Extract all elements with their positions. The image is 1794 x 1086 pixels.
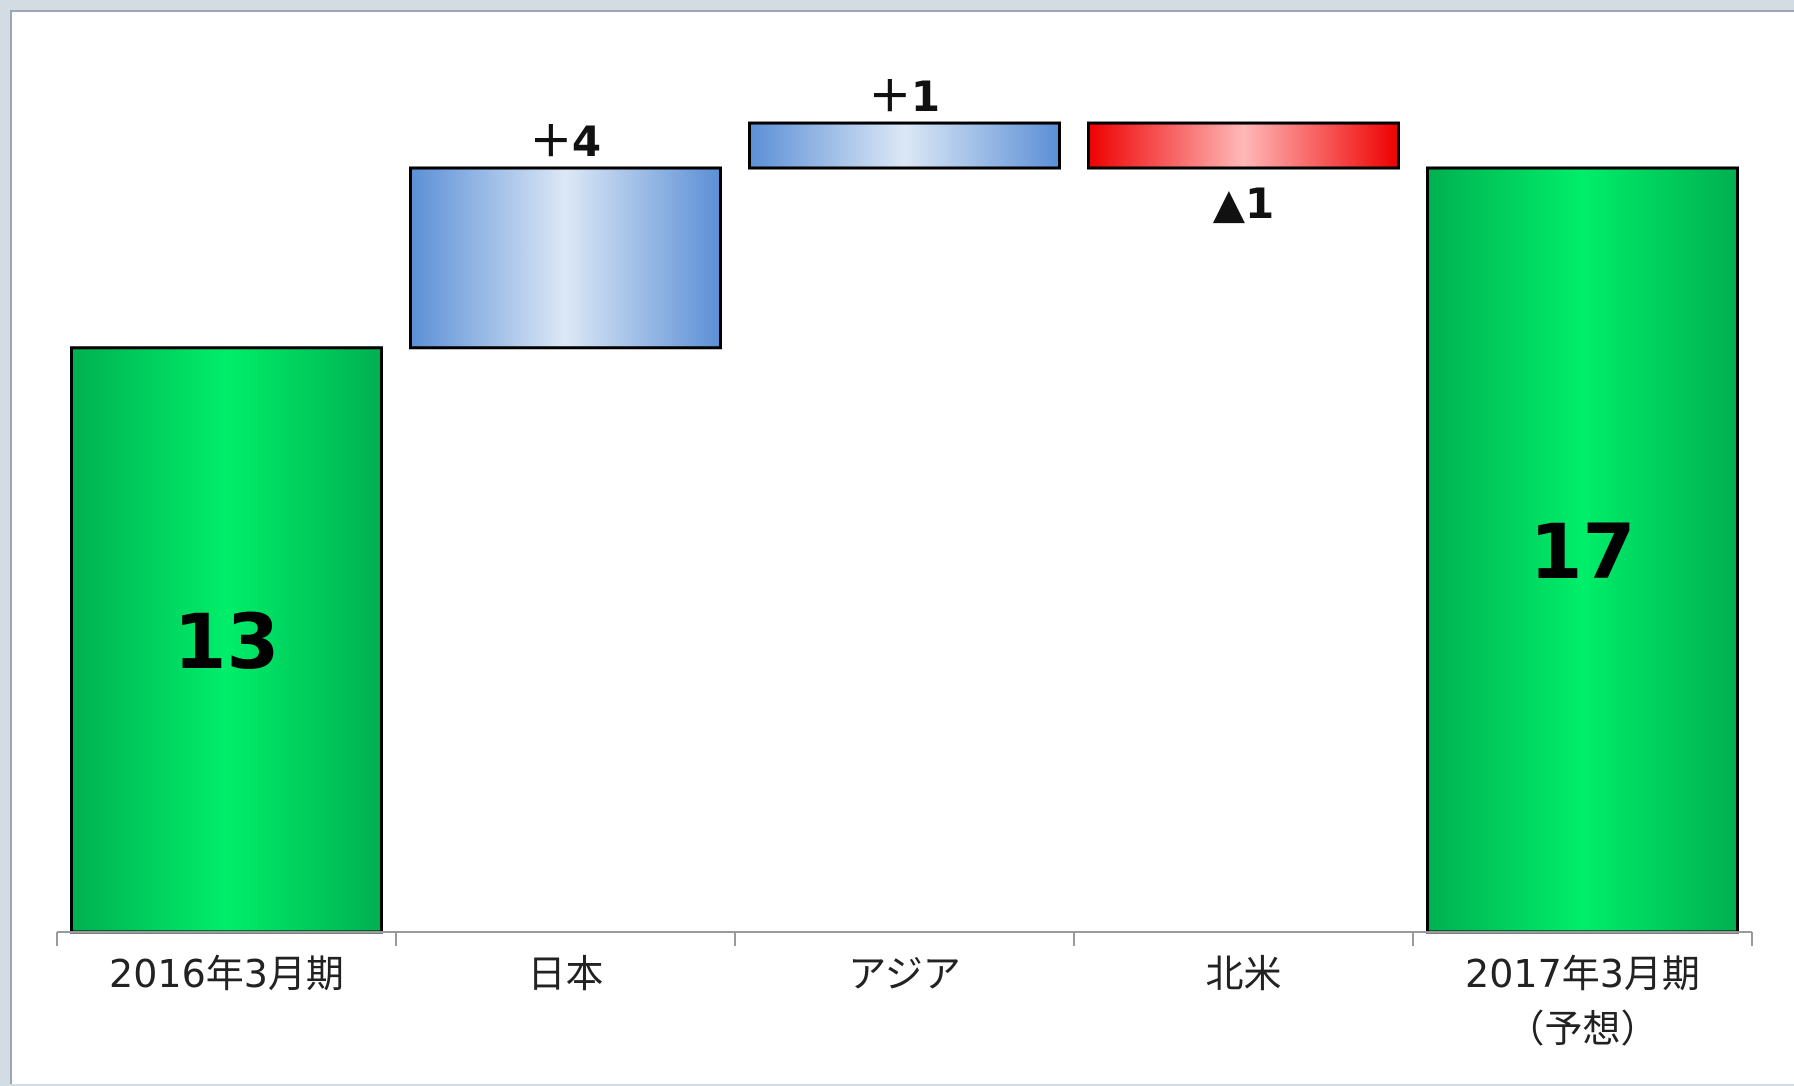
data-label-3: ＋1 (869, 72, 940, 121)
data-label-5: 17 (1530, 507, 1636, 596)
category-label-5: 2017年3月期 (1465, 952, 1700, 996)
category-label-2: 日本 (527, 952, 603, 996)
data-label-4: ▲1 (1213, 179, 1275, 228)
chart-panel: 2016年3月期 日本 アジア 北米 2017年3月期 （予想） 13 ＋4 ＋1 ▲1 17 (10, 10, 1794, 1084)
bar-2 (409, 166, 722, 350)
x-axis: 2016年3月期 日本 アジア 北米 2017年3月期 （予想） (56, 931, 1753, 1051)
bar-5 (1426, 166, 1739, 934)
data-label-1: 13 (174, 597, 280, 686)
bar-4 (1087, 121, 1400, 170)
category-label-4: 北米 (1205, 952, 1281, 996)
category-label-5-line2: （予想） (1506, 1007, 1658, 1051)
category-label-3: アジア (848, 952, 960, 996)
category-label-1: 2016年3月期 (109, 952, 344, 996)
bar-3 (748, 121, 1061, 170)
waterfall-chart: 2016年3月期 日本 アジア 北米 2017年3月期 （予想） 13 ＋4 ＋1 ▲1 17 (56, 72, 1753, 1051)
bar-1 (70, 346, 383, 934)
bars-layer (70, 121, 1739, 934)
labels-layer: 13 ＋4 ＋1 ▲1 17 (174, 72, 1636, 686)
data-label-2: ＋4 (530, 117, 601, 166)
